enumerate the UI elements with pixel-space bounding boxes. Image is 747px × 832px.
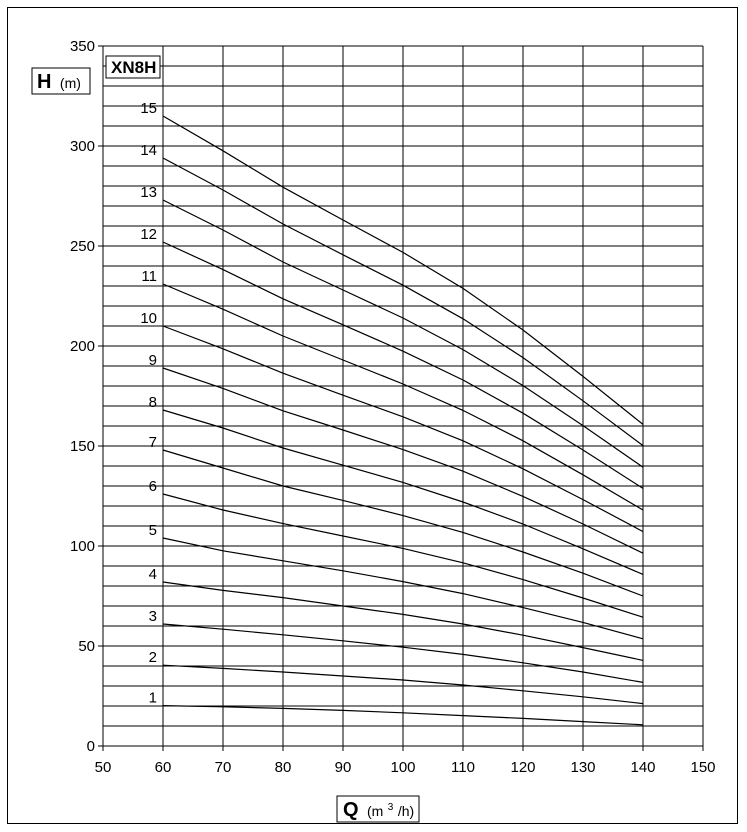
y-axis-label-box: H (m)	[31, 67, 91, 95]
y-tick-label: 200	[70, 338, 95, 355]
curve-label-9: 9	[149, 352, 157, 369]
curve-label-14: 14	[140, 142, 157, 159]
y-tick-label: 150	[70, 438, 95, 455]
curve-stages-10	[162, 325, 644, 533]
curve-stages-11	[162, 283, 644, 511]
x-tick-label: 120	[510, 759, 535, 776]
x-tick-label: 130	[570, 759, 595, 776]
curve-stages-6	[162, 493, 644, 618]
curve-label-13: 13	[140, 184, 157, 201]
x-axis-label-box: Q (m 3 /h)	[336, 795, 420, 823]
x-axis-unit-sup: 3	[388, 802, 394, 813]
x-tick-label: 90	[335, 759, 352, 776]
y-tick-label: 250	[70, 238, 95, 255]
y-tick-label: 100	[70, 538, 95, 555]
curve-label-3: 3	[149, 608, 157, 625]
curve-label-4: 4	[149, 566, 157, 583]
curve-stages-4	[162, 581, 644, 661]
x-axis-label: Q (m 3 /h)	[343, 797, 414, 821]
curve-label-2: 2	[149, 649, 157, 666]
y-axis-symbol: H	[37, 71, 51, 93]
curve-label-8: 8	[149, 394, 157, 411]
y-tick-label: 350	[70, 38, 95, 55]
curves	[162, 115, 644, 726]
curve-stages-3	[162, 623, 644, 683]
y-tick-label: 300	[70, 138, 95, 155]
curve-label-11: 11	[141, 268, 157, 285]
curve-label-15: 15	[140, 100, 157, 117]
curve-stages-9	[162, 367, 644, 554]
x-tick-label: 50	[95, 759, 112, 776]
curve-stages-2	[162, 664, 644, 705]
x-tick-label: 60	[155, 759, 172, 776]
y-tick-label: 0	[87, 738, 95, 755]
curve-stages-5	[162, 537, 644, 640]
chart-title-box: XN8H	[105, 55, 161, 79]
curve-label-10: 10	[140, 310, 157, 327]
x-tick-label: 140	[630, 759, 655, 776]
curve-label-6: 6	[149, 478, 157, 495]
curve-stages-12	[162, 241, 644, 489]
x-axis-unit-base: (m	[367, 803, 383, 819]
x-tick-label: 110	[451, 759, 475, 776]
x-tick-label: 100	[390, 759, 415, 776]
curve-label-7: 7	[149, 434, 157, 451]
y-axis-unit: (m)	[60, 75, 81, 91]
grid	[98, 45, 704, 751]
x-tick-label: 150	[690, 759, 715, 776]
tick-labels: 50 60 70 80 90 100 110 120 130 140 150050100150200…	[70, 38, 716, 776]
y-tick-label: 50	[78, 638, 95, 655]
x-axis-symbol: Q	[343, 799, 359, 821]
curve-stages-15	[162, 115, 644, 425]
curve-stages-7	[162, 449, 644, 597]
curve-label-5: 5	[149, 522, 157, 539]
x-tick-label: 80	[275, 759, 292, 776]
curve-label-12: 12	[140, 226, 157, 243]
curve-stages-1	[162, 705, 644, 726]
y-axis-label: H (m)	[37, 71, 81, 93]
chart-title: XN8H	[111, 58, 156, 77]
x-tick-label: 70	[215, 759, 232, 776]
chart-frame	[7, 7, 738, 824]
x-axis-unit-tail: /h)	[398, 803, 414, 819]
curve-stages-13	[162, 199, 644, 468]
curve-stages-14	[162, 157, 644, 447]
curve-stages-8	[162, 409, 644, 575]
curve-label-1: 1	[149, 690, 157, 707]
